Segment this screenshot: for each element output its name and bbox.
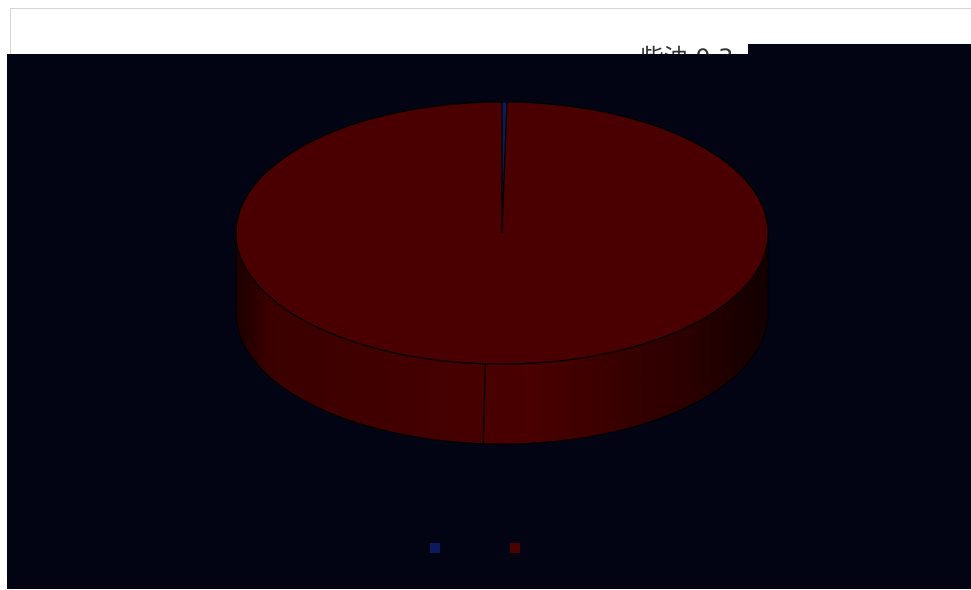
- chart-top-strip: [748, 44, 971, 56]
- pie-slice-1: [235, 101, 769, 365]
- legend-swatch-1: [510, 543, 520, 553]
- pie-3d-group: [235, 101, 769, 445]
- legend-swatch-0: [430, 543, 440, 553]
- pie-side-seam: [482, 363, 486, 444]
- legend: [430, 543, 520, 553]
